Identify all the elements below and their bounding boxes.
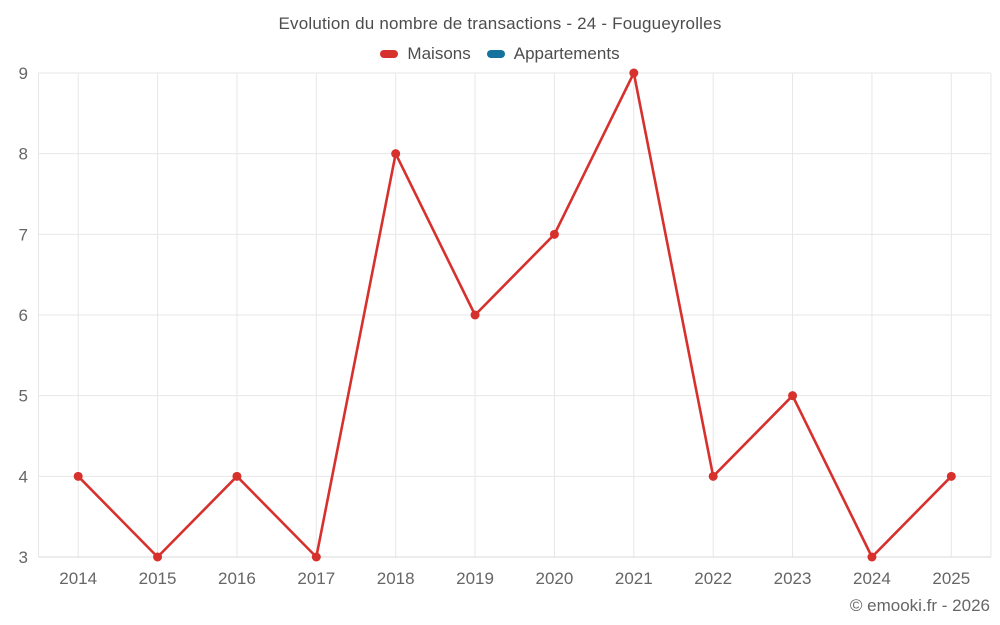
data-point-marker[interactable] xyxy=(629,68,639,78)
legend-label-appartements: Appartements xyxy=(513,44,620,63)
x-axis-tick-label: 2020 xyxy=(536,569,574,588)
x-axis-tick-label: 2016 xyxy=(218,569,256,588)
y-axis-tick-label: 7 xyxy=(19,225,28,244)
x-axis-tick-label: 2014 xyxy=(59,569,97,588)
x-axis-tick-label: 2025 xyxy=(932,569,970,588)
x-axis-tick-label: 2023 xyxy=(774,569,812,588)
data-point-marker[interactable] xyxy=(391,149,401,159)
legend-item-appartements[interactable]: Appartements xyxy=(486,44,620,64)
series-line-maisons xyxy=(76,71,953,559)
chart-title: Evolution du nombre de transactions - 24… xyxy=(278,14,722,33)
data-point-marker[interactable] xyxy=(73,471,83,481)
y-axis-tick-label: 6 xyxy=(19,306,28,325)
legend-item-maisons[interactable]: Maisons xyxy=(380,44,471,64)
x-axis-tick-label: 2024 xyxy=(853,569,891,588)
x-axis-tick-label: 2015 xyxy=(139,569,177,588)
data-point-marker[interactable] xyxy=(311,552,321,562)
data-point-marker[interactable] xyxy=(708,471,718,481)
x-axis-tick-label: 2019 xyxy=(456,569,494,588)
data-point-marker[interactable] xyxy=(470,310,480,320)
maisons-swatch-icon xyxy=(380,50,399,58)
y-axis-tick-label: 9 xyxy=(19,64,28,83)
x-axis-tick-label: 2021 xyxy=(615,569,653,588)
x-axis-tick-label: 2022 xyxy=(694,569,732,588)
data-point-marker[interactable] xyxy=(788,391,798,401)
appartements-swatch-icon xyxy=(486,50,505,58)
data-point-marker[interactable] xyxy=(867,552,877,562)
data-point-marker[interactable] xyxy=(946,471,956,481)
legend: Maisons Appartements xyxy=(0,44,1000,64)
data-point-marker[interactable] xyxy=(549,229,559,239)
y-axis-tick-label: 8 xyxy=(19,145,28,164)
y-axis-tick-label: 4 xyxy=(19,467,28,486)
legend-label-maisons: Maisons xyxy=(407,44,471,63)
copyright: © emooki.fr - 2026 xyxy=(849,596,990,615)
data-point-marker[interactable] xyxy=(153,552,163,562)
y-axis-tick-label: 3 xyxy=(19,548,28,567)
y-axis-tick-label: 5 xyxy=(19,387,28,406)
x-axis-tick-label: 2018 xyxy=(377,569,415,588)
data-point-marker[interactable] xyxy=(232,471,242,481)
x-axis-tick-label: 2017 xyxy=(297,569,335,588)
